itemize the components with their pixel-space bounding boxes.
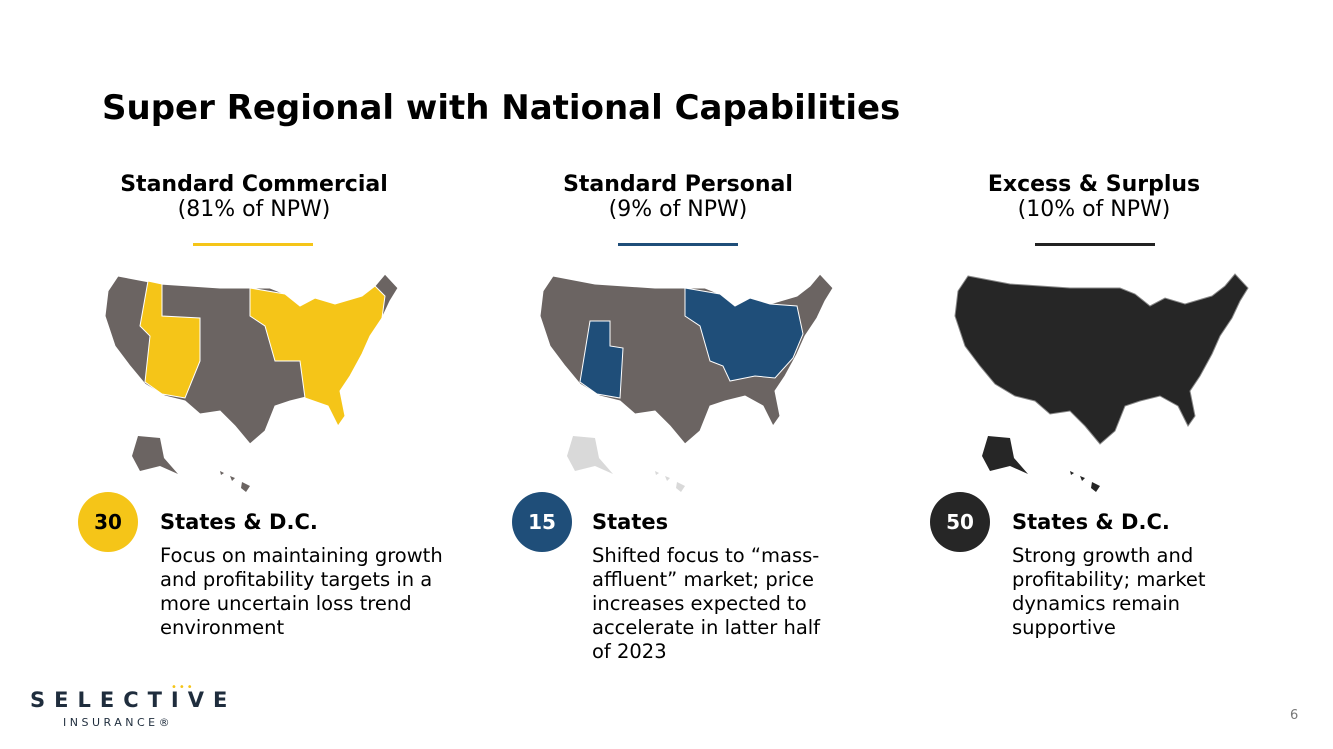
us-map xyxy=(539,273,834,492)
segment-header: Standard Personal (9% of NPW) xyxy=(498,172,858,222)
segment-share: (9% of NPW) xyxy=(608,197,748,222)
count-badge: 30 xyxy=(78,492,138,552)
underline xyxy=(618,243,738,246)
underline xyxy=(1035,243,1155,246)
slide-title: Super Regional with National Capabilitie… xyxy=(102,88,901,128)
count: 30 xyxy=(94,510,122,534)
logo-sub: INSURANCE® xyxy=(63,716,174,729)
logo-dots: ••• xyxy=(171,682,195,693)
count-badge: 15 xyxy=(512,492,572,552)
count-label: States & D.C. xyxy=(1012,510,1170,534)
description: Shifted focus to “mass-affluent” market;… xyxy=(592,544,821,663)
segment-share: (10% of NPW) xyxy=(1017,197,1171,222)
segment-header: Excess & Surplus (10% of NPW) xyxy=(914,172,1274,222)
segment-share: (81% of NPW) xyxy=(177,197,331,222)
segment-header: Standard Commercial (81% of NPW) xyxy=(74,172,434,222)
logo-name: SELECTIVE xyxy=(30,688,237,712)
us-map xyxy=(104,273,399,492)
segment-heading: Excess & Surplus xyxy=(987,172,1201,197)
description: Focus on maintaining growth and profitab… xyxy=(160,544,443,639)
count-label: States xyxy=(592,510,669,534)
count: 50 xyxy=(946,510,974,534)
segment-heading: Standard Personal xyxy=(563,172,793,197)
description: Strong growth and profitability; market … xyxy=(1012,544,1206,639)
page-number: 6 xyxy=(1290,708,1299,723)
count: 15 xyxy=(528,510,556,534)
us-map xyxy=(954,273,1249,492)
segment-heading: Standard Commercial xyxy=(120,172,388,197)
underline xyxy=(193,243,313,246)
count-label: States & D.C. xyxy=(160,510,318,534)
count-badge: 50 xyxy=(930,492,990,552)
